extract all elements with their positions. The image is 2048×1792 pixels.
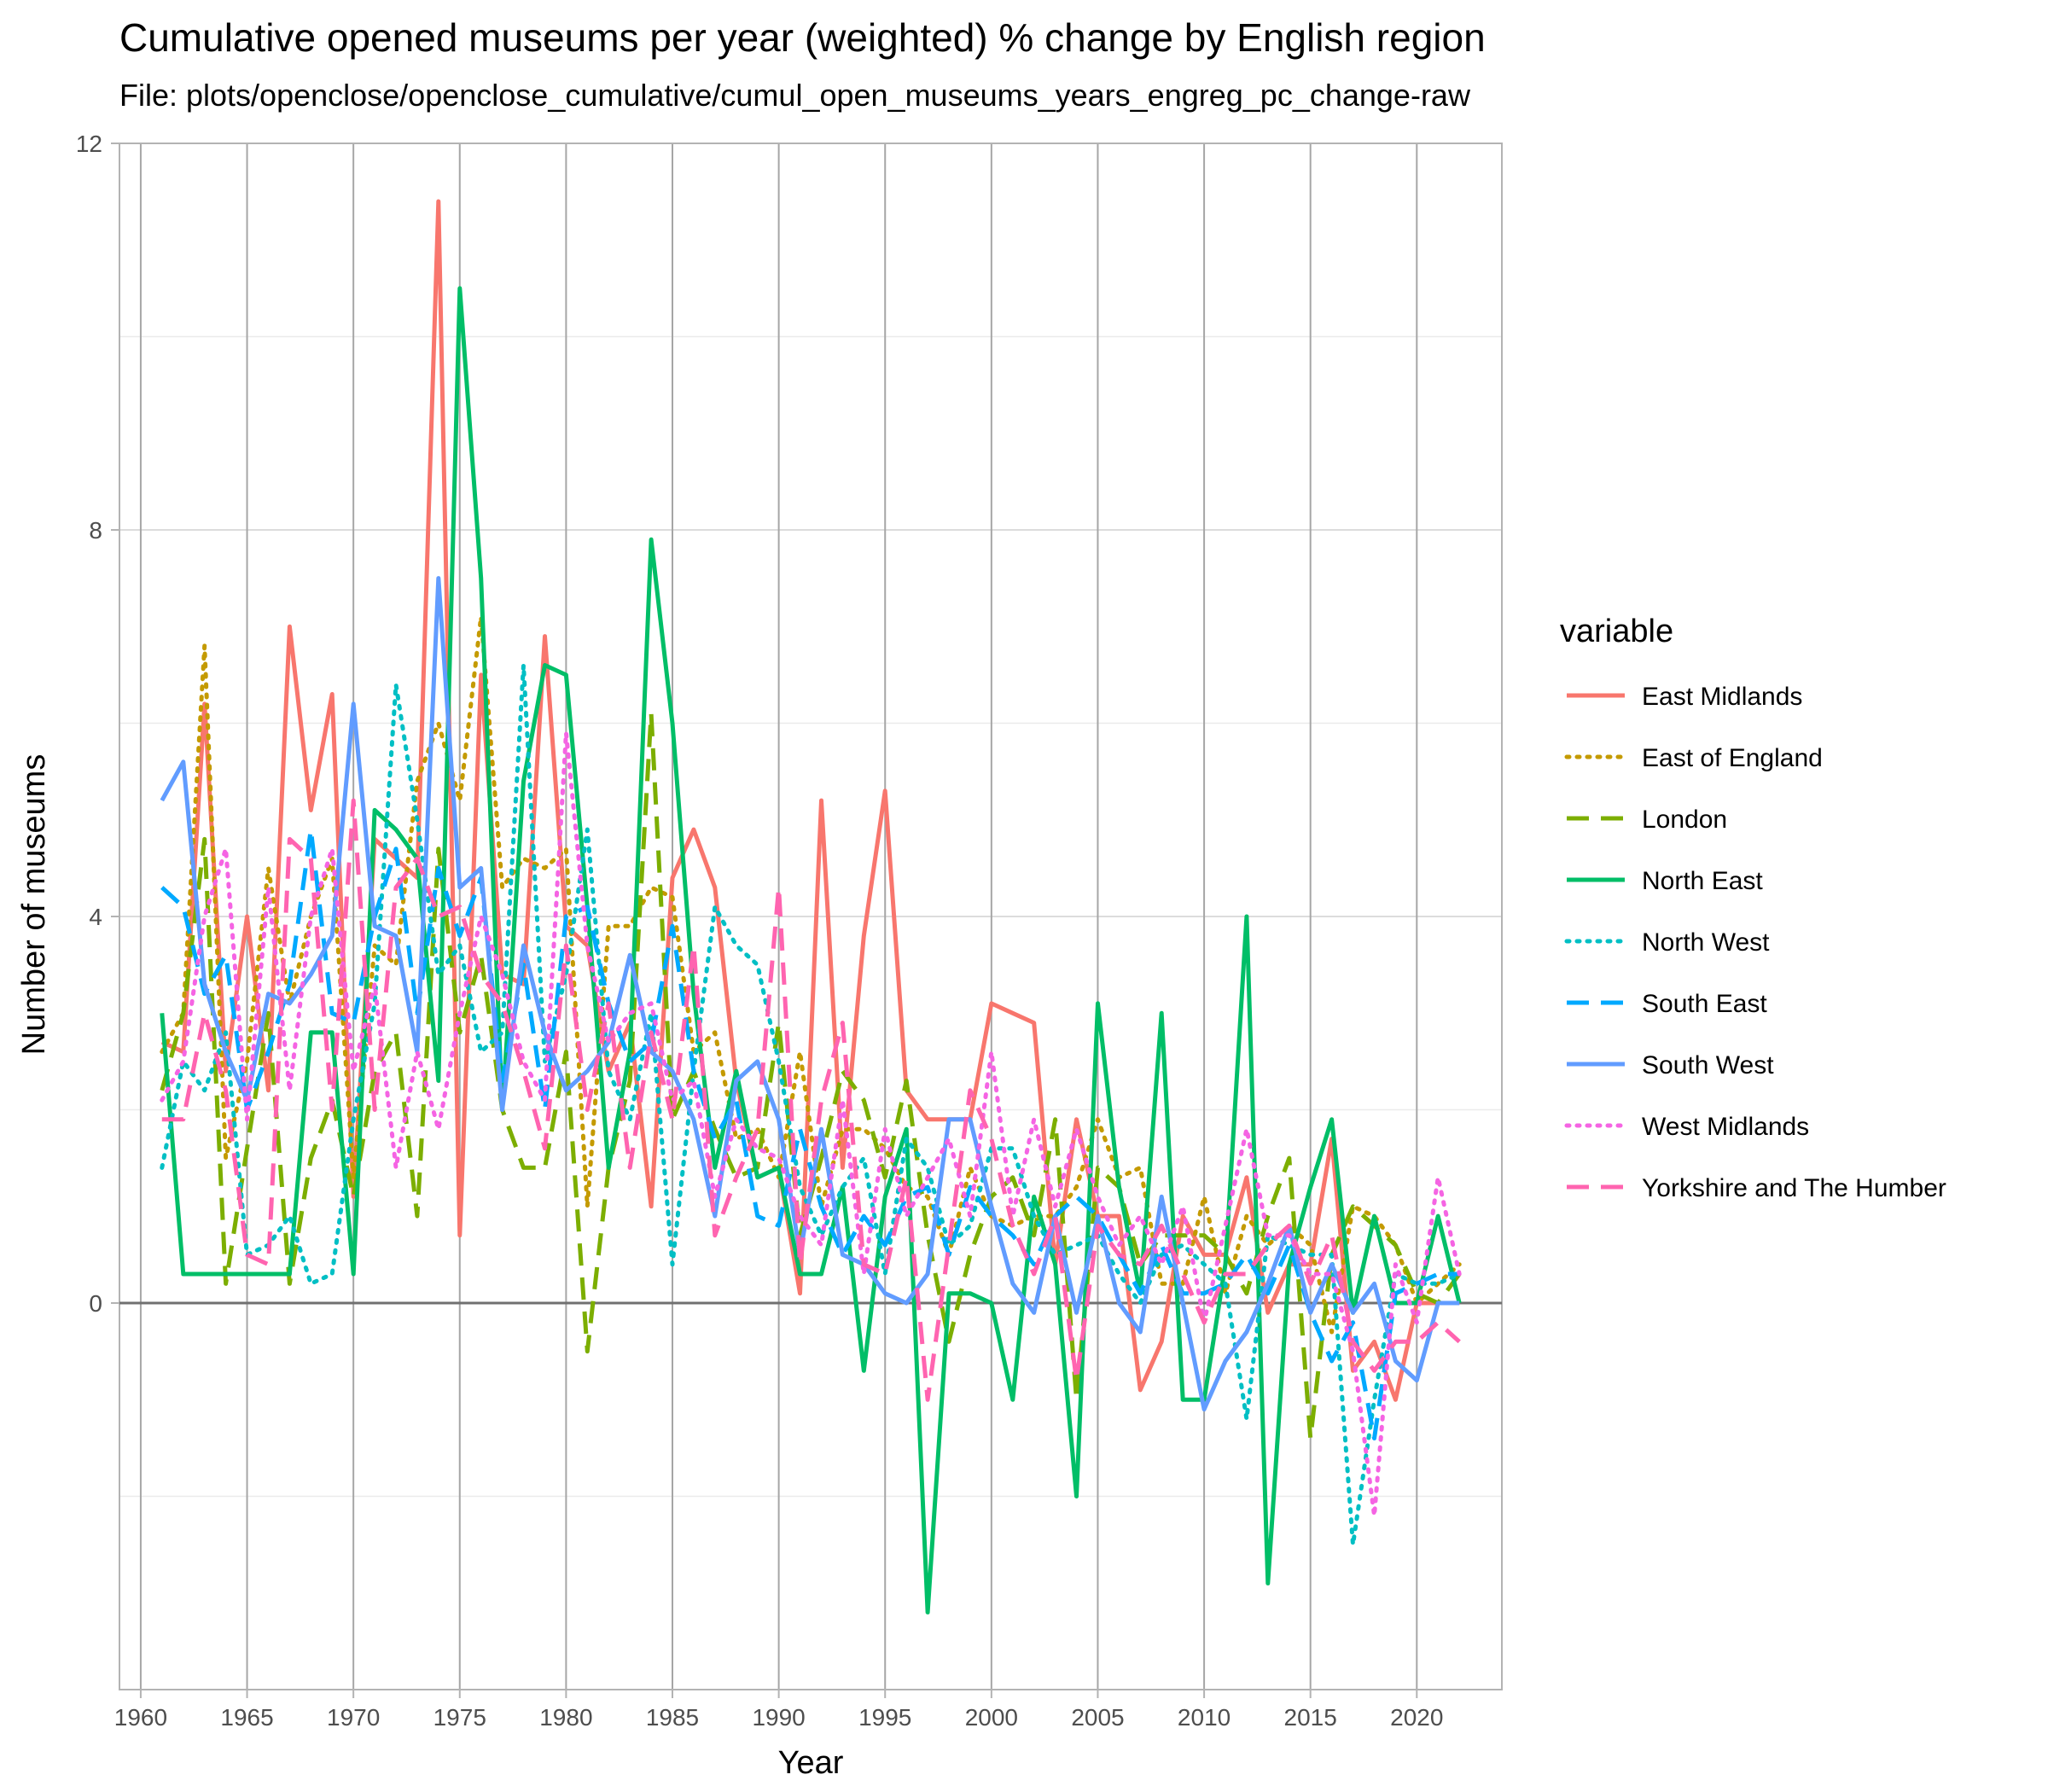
x-tick-label: 2005 bbox=[1071, 1704, 1124, 1731]
legend-label-east-of-england: East of England bbox=[1642, 744, 1823, 772]
series-line-east-of-england bbox=[160, 614, 1462, 1335]
x-tick-label: 1960 bbox=[114, 1704, 167, 1731]
series-line-north-west bbox=[160, 663, 1462, 1547]
plot-area: 0 4 8 12 1960 1965 1970 1975 1980 1985 1990 1995 200… bbox=[76, 131, 1503, 1731]
series-line-south-east bbox=[160, 827, 1460, 1440]
x-tick-label: 2010 bbox=[1178, 1704, 1231, 1731]
legend-label-east-midlands: East Midlands bbox=[1642, 683, 1802, 711]
x-tick-label: 1985 bbox=[646, 1704, 699, 1731]
x-tick-label: 1965 bbox=[220, 1704, 273, 1731]
legend-label-london: London bbox=[1642, 806, 1727, 834]
chart-title: Cumulative opened museums per year (weig… bbox=[119, 15, 1486, 60]
x-tick-label: 1980 bbox=[539, 1704, 592, 1731]
series-line-east-midlands bbox=[160, 199, 1460, 1402]
panel-border bbox=[119, 143, 1503, 1690]
x-tick-label: 1970 bbox=[327, 1704, 380, 1731]
legend-title: variable bbox=[1560, 614, 1673, 649]
x-tick-label: 1995 bbox=[858, 1704, 911, 1731]
legend: variable East Midlands East of England Lon… bbox=[1560, 614, 1946, 1202]
x-tick-label: 1975 bbox=[433, 1704, 486, 1731]
x-tick-label: 2015 bbox=[1284, 1704, 1337, 1731]
x-tick-label: 2000 bbox=[965, 1704, 1018, 1731]
x-tick-label: 1990 bbox=[752, 1704, 805, 1731]
legend-label-west-midlands: West Midlands bbox=[1642, 1113, 1809, 1141]
y-axis-title: Number of museums bbox=[16, 754, 52, 1056]
y-tick-label: 12 bbox=[76, 131, 102, 157]
series-line-yorkshire-and-the-humber bbox=[161, 798, 1461, 1402]
y-tick-label: 0 bbox=[89, 1290, 102, 1317]
y-tick-label: 4 bbox=[89, 904, 102, 930]
x-axis-title: Year bbox=[778, 1745, 844, 1781]
chart-subtitle: File: plots/openclose/openclose_cumulati… bbox=[119, 78, 1471, 113]
legend-label-yorkshire-and-the-humber: Yorkshire and The Humber bbox=[1642, 1174, 1946, 1202]
series-line-west-midlands bbox=[160, 730, 1462, 1518]
legend-label-north-west: North West bbox=[1642, 928, 1770, 957]
y-tick-label: 8 bbox=[89, 517, 102, 544]
series-line-north-east bbox=[160, 286, 1462, 1615]
legend-label-south-east: South East bbox=[1642, 990, 1767, 1018]
legend-label-south-west: South West bbox=[1642, 1051, 1774, 1079]
x-tick-label: 2020 bbox=[1390, 1704, 1443, 1731]
legend-label-north-east: North East bbox=[1642, 867, 1763, 895]
